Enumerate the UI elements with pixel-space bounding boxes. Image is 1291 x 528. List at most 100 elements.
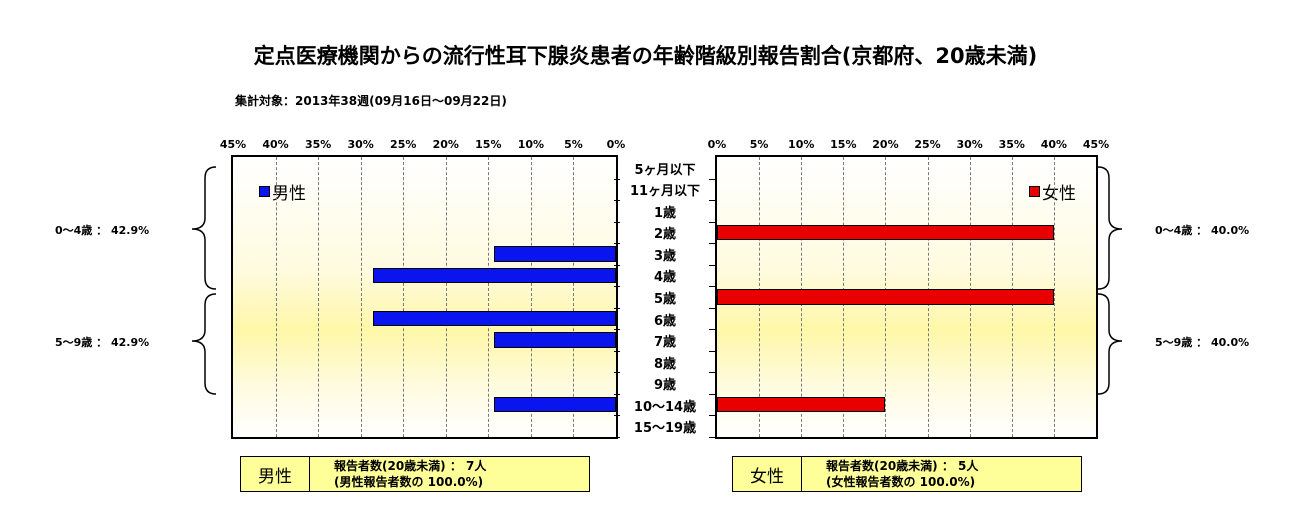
male-legend: 男性	[259, 179, 306, 204]
group-label-male-0-4: 0～4歳 ： 42.9%	[55, 224, 150, 237]
gridline	[275, 157, 277, 437]
gridline	[1053, 157, 1055, 437]
bar-male-5	[372, 267, 616, 284]
category-label: 7歳	[653, 335, 677, 351]
y-tick-mark	[709, 221, 715, 223]
y-tick-mark	[709, 264, 715, 266]
female-summary-line2: (女性報告者数の 100.0%)	[826, 475, 976, 489]
brace-female-5-9	[1097, 293, 1123, 395]
category-label: 9歳	[653, 378, 677, 394]
category-label: 5ヶ月以下	[634, 162, 696, 178]
male-summary-line1: 報告者数(20歳未満) ： 7人	[334, 459, 487, 473]
male-summary-box: 男性 報告者数(20歳未満) ： 7人 (男性報告者数の 100.0%)	[240, 456, 590, 492]
category-label: 11ヶ月以下	[629, 184, 701, 200]
group-label-female-0-4: 0～4歳 ： 40.0%	[1155, 224, 1250, 237]
y-tick-mark	[614, 243, 620, 245]
category-label: 15～19歳	[633, 421, 697, 437]
x-tick-label-female: 45%	[1082, 138, 1110, 151]
gridline	[360, 157, 362, 437]
female-legend: 女性	[1029, 179, 1076, 204]
y-tick-mark	[614, 264, 620, 266]
x-tick-label-female: 25%	[914, 138, 941, 151]
x-tick-label-male: 25%	[390, 138, 417, 151]
x-tick-label-female: 35%	[998, 138, 1025, 151]
x-tick-label-male: 15%	[475, 138, 502, 151]
x-tick-label-female: 15%	[830, 138, 857, 151]
category-label: 8歳	[653, 356, 677, 372]
y-tick-mark	[709, 393, 715, 395]
chart-title: 定点医療機関からの流行性耳下腺炎患者の年齢階級別報告割合(京都府、20歳未満)	[253, 44, 1038, 68]
bar-male-8	[494, 332, 616, 348]
y-tick-mark	[709, 350, 715, 352]
group-label-male-5-9: 5～9歳 ： 42.9%	[55, 336, 150, 349]
x-tick-label-male: 40%	[262, 138, 289, 151]
brace-male-0-4	[191, 166, 217, 290]
x-tick-label-male: 30%	[347, 138, 374, 151]
x-tick-label-male: 45%	[219, 138, 247, 151]
x-tick-label-male: 10%	[517, 138, 545, 151]
y-tick-mark	[614, 307, 620, 309]
female-legend-label: 女性	[1042, 184, 1076, 204]
y-tick-mark	[614, 329, 620, 331]
y-tick-mark	[614, 437, 620, 438]
male-legend-label: 男性	[272, 184, 306, 204]
category-label: 4歳	[653, 270, 677, 286]
x-tick-label-female: 10%	[788, 138, 815, 151]
female-legend-swatch-icon	[1029, 186, 1040, 197]
y-tick-mark	[709, 372, 715, 374]
bar-female-6	[717, 289, 1054, 305]
category-label: 1歳	[653, 205, 677, 221]
category-label: 2歳	[653, 227, 677, 243]
bar-male-11	[494, 396, 616, 413]
male-summary-label: 男性	[241, 457, 310, 491]
x-tick-label-male: 35%	[304, 138, 332, 151]
y-tick-mark	[709, 286, 715, 288]
y-tick-mark	[614, 200, 620, 202]
bar-female-3	[717, 224, 1054, 241]
y-tick-mark	[614, 286, 620, 288]
female-summary-info: 報告者数(20歳未満) ： 5人 (女性報告者数の 100.0%)	[802, 458, 978, 490]
y-tick-mark	[709, 329, 715, 331]
male-legend-swatch-icon	[259, 186, 270, 197]
gridline	[445, 157, 447, 437]
y-tick-mark	[614, 350, 620, 352]
x-tick-label-male: 5%	[564, 138, 583, 151]
x-tick-label-female: 30%	[956, 138, 983, 151]
y-tick-mark	[614, 415, 620, 417]
bar-female-11	[717, 396, 886, 413]
gridline	[573, 157, 575, 437]
y-tick-mark	[709, 415, 715, 417]
y-tick-mark	[709, 243, 715, 245]
x-tick-label-female: 5%	[749, 138, 769, 151]
female-summary-box: 女性 報告者数(20歳未満) ： 5人 (女性報告者数の 100.0%)	[732, 456, 1082, 492]
y-tick-mark	[614, 221, 620, 223]
y-tick-mark	[614, 393, 620, 395]
category-label: 10～14歳	[633, 399, 697, 415]
brace-female-0-4	[1097, 166, 1123, 290]
female-summary-label: 女性	[733, 457, 802, 491]
bar-male-7	[372, 310, 616, 327]
male-summary-info: 報告者数(20歳未満) ： 7人 (男性報告者数の 100.0%)	[310, 458, 486, 490]
y-tick-mark	[614, 372, 620, 374]
y-tick-mark	[614, 178, 620, 180]
female-summary-line1: 報告者数(20歳未満) ： 5人	[826, 459, 979, 473]
group-label-female-5-9: 5～9歳 ： 40.0%	[1155, 336, 1250, 349]
gridline	[403, 157, 405, 437]
gridline	[530, 157, 532, 437]
x-tick-label-female: 0%	[707, 138, 727, 151]
male-plot-area: 男性	[231, 155, 618, 439]
x-tick-label-male: 20%	[432, 138, 459, 151]
male-summary-line2: (男性報告者数の 100.0%)	[334, 475, 484, 489]
x-tick-label-female: 20%	[872, 138, 899, 151]
y-tick-mark	[709, 200, 715, 202]
category-label: 5歳	[653, 292, 677, 307]
y-tick-mark	[709, 437, 715, 438]
gridline	[318, 157, 320, 437]
y-tick-mark	[709, 178, 715, 180]
female-plot-area: 女性	[715, 155, 1098, 439]
category-label: 6歳	[653, 313, 677, 329]
y-tick-mark	[709, 307, 715, 309]
x-tick-label-female: 40%	[1040, 138, 1068, 151]
category-label: 3歳	[653, 248, 677, 264]
brace-male-5-9	[191, 293, 217, 395]
